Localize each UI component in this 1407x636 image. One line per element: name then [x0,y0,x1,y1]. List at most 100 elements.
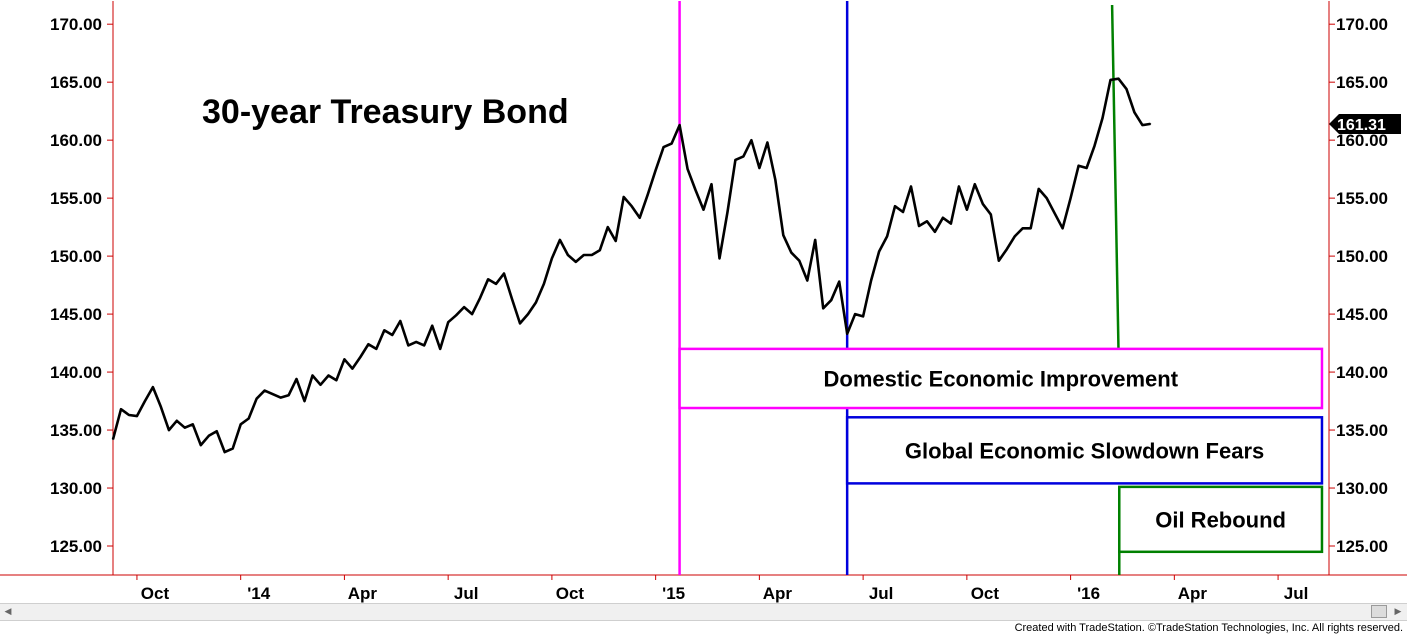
annotation-box [678,347,1324,410]
price-point [1109,79,1112,81]
price-point [176,419,178,422]
price-point [1125,88,1128,90]
y-tick-label-right: 135.00 [1336,421,1388,440]
price-point [1061,227,1064,230]
price-point [958,185,960,188]
event-line-oil-upper [1110,4,1120,349]
price-point [543,283,545,285]
price-point [391,334,394,336]
annotation-boxes: Domestic Economic Improvement Global Econ… [678,347,1324,554]
annotation-label: Global Economic Slowdown Fears [905,438,1264,463]
price-point [375,348,378,350]
price-point [686,168,689,170]
last-value-marker: 161.31 [1329,114,1401,134]
price-point [120,408,122,410]
price-point [199,444,202,446]
price-point [575,261,577,263]
scroll-left-arrow-icon[interactable]: ◀ [4,607,12,617]
x-tick-label: Jul [1284,584,1309,603]
y-tick-label-left: 135.00 [50,421,102,440]
price-point [279,396,282,399]
y-tick-label-left: 150.00 [50,247,102,266]
price-point [1133,111,1136,114]
price-point [463,306,465,308]
price-point [710,183,713,186]
y-tick-label-right: 150.00 [1336,247,1388,266]
x-tick-label: Oct [556,584,585,603]
price-point [662,146,665,148]
price-point [327,374,330,377]
price-point [670,142,673,145]
price-point [223,451,226,453]
price-point [758,167,761,169]
price-point [1085,167,1088,169]
price-point [806,279,809,282]
price-point [128,414,130,416]
price-point [1093,145,1096,147]
price-point [335,379,338,381]
price-point [1021,227,1024,230]
price-point [782,234,785,237]
price-point [1013,235,1016,238]
x-ticks: Oct '14 Apr Jul Oct '15 Apr Jul Oct '16 Apr Jul [136,575,1309,603]
price-point [367,343,370,346]
price-point [974,183,976,186]
price-point [622,196,625,198]
price-point [136,415,138,417]
price-point [511,298,513,300]
y-tick-label-right: 155.00 [1336,189,1388,208]
price-point [830,299,832,301]
price-point [255,397,258,400]
price-point [966,208,968,211]
price-point [997,259,1000,262]
price-point [614,240,617,242]
x-tick-label: Jul [454,584,479,603]
price-point [846,333,848,335]
price-point [495,283,497,285]
price-point [822,307,825,310]
price-point [630,205,633,208]
price-point [942,217,944,219]
x-tick-label: Apr [348,584,378,603]
price-point [351,367,354,370]
price-point [215,430,218,433]
price-point [854,313,856,315]
y-tick-label-right: 145.00 [1336,305,1388,324]
y-tick-label-right: 140.00 [1336,363,1388,382]
scroll-right-arrow-icon[interactable]: ▶ [1394,607,1402,617]
price-point [559,239,561,241]
price-point [886,235,888,238]
price-point [152,386,154,388]
price-point [527,313,529,315]
price-point [343,358,346,361]
scroll-thumb[interactable] [1371,605,1387,618]
price-point [1149,123,1152,125]
horizontal-scrollbar[interactable]: ◀ ▶ [0,603,1407,621]
price-point [950,222,952,225]
y-tick-label-right: 160.00 [1336,131,1388,150]
x-tick-label: Oct [141,584,170,603]
price-points [112,77,1152,453]
price-point [383,329,386,332]
price-point [982,203,984,205]
price-point [814,239,817,241]
chart-title: 30-year Treasury Bond [202,93,569,131]
price-point [239,423,242,426]
price-point [144,400,146,402]
price-point [990,213,992,216]
price-point [287,394,290,397]
price-point [766,141,769,144]
price-point [742,155,745,158]
price-point [192,423,194,426]
annotation-box [1118,485,1324,554]
price-point [870,279,872,282]
price-point [207,435,210,437]
y-tick-label-left: 125.00 [50,537,102,556]
right-y-ticks: 125.00 130.00 135.00 140.00 145.00 150.00 155.… [1329,15,1388,556]
price-point [535,301,537,304]
price-point [455,314,457,317]
price-point [638,217,641,219]
price-point [319,384,322,386]
price-point [519,322,521,325]
